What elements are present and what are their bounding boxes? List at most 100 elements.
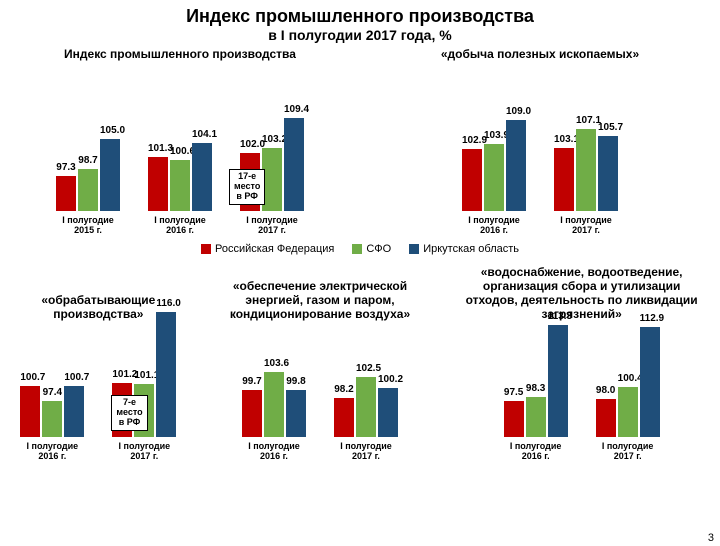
bar: 100.2 bbox=[378, 388, 398, 437]
bar-value-label: 100.7 bbox=[64, 372, 84, 383]
bar-rect bbox=[156, 312, 176, 437]
bar-rect bbox=[20, 386, 40, 437]
chart-group: 100.797.4100.7I полугодие 2016 г. bbox=[15, 337, 89, 461]
bar-value-label: 105.7 bbox=[598, 122, 618, 133]
bar-value-label: 97.5 bbox=[504, 387, 524, 398]
bar-value-label: 99.8 bbox=[286, 376, 306, 387]
bar-rect bbox=[640, 327, 660, 437]
bar-rect bbox=[506, 120, 526, 211]
page-title: Индекс промышленного производства bbox=[0, 6, 720, 27]
bar: 97.3 bbox=[56, 176, 76, 211]
x-axis-label: I полугодие 2016 г. bbox=[457, 215, 531, 235]
bar-value-label: 102.0 bbox=[240, 139, 260, 150]
bar: 102.5 bbox=[356, 377, 376, 437]
bar: 103.9 bbox=[484, 144, 504, 211]
bars: 101.3100.6104.1 bbox=[148, 91, 212, 211]
bar-value-label: 100.4 bbox=[618, 373, 638, 384]
bar-value-label: 103.9 bbox=[484, 130, 504, 141]
bar-rect bbox=[56, 176, 76, 211]
bar: 100.6 bbox=[170, 160, 190, 211]
section-title: Индекс промышленного производства bbox=[50, 47, 310, 75]
bar-rect bbox=[598, 136, 618, 211]
page-subtitle: в I полугодии 2017 года, % bbox=[0, 27, 720, 43]
x-axis-label: I полугодие 2016 г. bbox=[499, 441, 573, 461]
bar-rect bbox=[42, 401, 62, 437]
bar-value-label: 98.0 bbox=[596, 385, 616, 396]
bar: 98.7 bbox=[78, 169, 98, 211]
bar: 100.4 bbox=[618, 387, 638, 437]
bar-value-label: 101.1 bbox=[134, 370, 154, 381]
bar-value-label: 104.1 bbox=[192, 129, 212, 140]
bars: 102.9103.9 109.0 bbox=[462, 91, 526, 211]
chart-group: 98.0100.4112.9I полугодие 2017 г. bbox=[591, 337, 665, 461]
bar: 100.7 bbox=[20, 386, 40, 437]
x-axis-label: I полугодие 2015 г. bbox=[51, 215, 125, 235]
chart-group: 102.9103.9 109.0 I полугодие 2016 г. bbox=[457, 91, 531, 235]
legend-item: Российская Федерация bbox=[201, 243, 334, 255]
bar: 98.0 bbox=[596, 399, 616, 437]
bar: 99.7 bbox=[242, 390, 262, 437]
bar-value-label: 103.6 bbox=[264, 358, 284, 369]
bar: 103.6 bbox=[264, 372, 284, 437]
legend-label: Российская Федерация bbox=[215, 243, 334, 255]
bar-rect bbox=[462, 149, 482, 211]
bar: 101.3 bbox=[148, 157, 168, 211]
top-row: Индекс промышленного производства 97.398.… bbox=[0, 47, 720, 235]
bar-value-label: 99.7 bbox=[242, 376, 262, 387]
bar-value-label: 103.2 bbox=[262, 134, 282, 145]
chart-groups: 100.797.4100.7I полугодие 2016 г.101.210… bbox=[15, 337, 181, 461]
bars: 97.598.3113.3 bbox=[504, 337, 568, 437]
legend-swatch bbox=[409, 244, 419, 254]
bar-rect bbox=[484, 144, 504, 211]
bars: 103.1107.1105.7 bbox=[554, 91, 618, 211]
bar-value-label: 112.9 bbox=[640, 313, 660, 324]
legend-swatch bbox=[201, 244, 211, 254]
bar-rect bbox=[548, 325, 568, 437]
bar-rect bbox=[100, 139, 120, 211]
chart-group: 101.3100.6104.1I полугодие 2016 г. bbox=[143, 91, 217, 235]
chart-groups: 102.9103.9109.0I полугодие 2016 г.103.11… bbox=[457, 91, 623, 235]
bar-rect bbox=[78, 169, 98, 211]
bar-value-label: 98.7 bbox=[78, 155, 98, 166]
bar-rect bbox=[596, 399, 616, 437]
bar-rect bbox=[576, 129, 596, 211]
bar-value-label: 107.1 bbox=[576, 115, 596, 126]
bar: 112.9 bbox=[640, 327, 660, 437]
bar-value-label: 97.4 bbox=[42, 387, 62, 398]
bar-rect bbox=[554, 148, 574, 211]
bar-rect bbox=[334, 398, 354, 437]
legend-item: СФО bbox=[352, 243, 391, 255]
callout-rank: 17-еместов РФ bbox=[229, 169, 265, 205]
bar: 105.7 bbox=[598, 136, 618, 211]
bottom-row: «обрабатывающие производства»100.797.410… bbox=[0, 265, 720, 461]
chart-section: «водоснабжение, водоотведение, организац… bbox=[457, 265, 707, 461]
bar-value-label: 103.1 bbox=[554, 134, 574, 145]
bar-value-label: 102.5 bbox=[356, 363, 376, 374]
x-axis-label: I полугодие 2017 г. bbox=[235, 215, 309, 235]
x-axis-label: I полугодие 2017 г. bbox=[329, 441, 403, 461]
bar: 109.4 bbox=[284, 118, 304, 211]
bar-value-label: 100.6 bbox=[170, 146, 190, 157]
bar: 116.0 bbox=[156, 312, 176, 437]
bar: 102.9 bbox=[462, 149, 482, 211]
chart-group: 98.2102.5100.2I полугодие 2017 г. bbox=[329, 337, 403, 461]
bar: 105.0 bbox=[100, 139, 120, 211]
bars: 100.797.4100.7 bbox=[20, 337, 84, 437]
bar-value-label: 109.0 bbox=[506, 106, 526, 117]
chart-group: 97.598.3113.3 I полугодие 2016 г. bbox=[499, 337, 573, 461]
section-title: «добыча полезных ископаемых» bbox=[410, 47, 670, 75]
bar-value-label: 113.3 bbox=[548, 311, 568, 322]
bar-value-label: 109.4 bbox=[284, 104, 304, 115]
legend-swatch bbox=[352, 244, 362, 254]
bar-value-label: 102.9 bbox=[462, 135, 482, 146]
chart-section: «добыча полезных ископаемых»102.9103.910… bbox=[410, 47, 670, 235]
bar-rect bbox=[64, 386, 84, 437]
bar: 104.1 bbox=[192, 143, 212, 211]
bar: 98.2 bbox=[334, 398, 354, 437]
legend-label: Иркутская область bbox=[423, 243, 519, 255]
bar-rect bbox=[378, 388, 398, 437]
bar-value-label: 105.0 bbox=[100, 125, 120, 136]
chart-group: 99.7103.699.8I полугодие 2016 г. bbox=[237, 337, 311, 461]
bar-value-label: 101.2 bbox=[112, 369, 132, 380]
x-axis-label: I полугодие 2017 г. bbox=[107, 441, 181, 461]
